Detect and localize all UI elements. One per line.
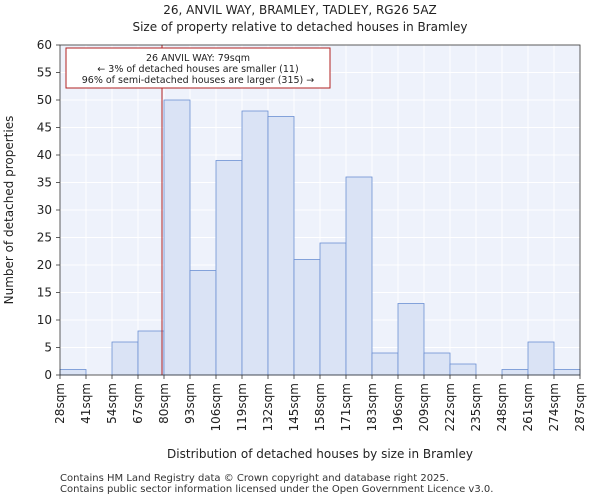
chart-title-line1: 26, ANVIL WAY, BRAMLEY, TADLEY, RG26 5AZ xyxy=(163,3,437,17)
x-tick-label: 183sqm xyxy=(365,383,379,431)
chart-title-line2: Size of property relative to detached ho… xyxy=(132,20,467,34)
y-tick-label: 35 xyxy=(37,176,52,190)
histogram-bar xyxy=(397,303,425,376)
histogram-bar xyxy=(345,176,373,376)
x-tick-label: 248sqm xyxy=(495,383,509,431)
x-tick-label: 119sqm xyxy=(235,383,249,431)
histogram-bar xyxy=(215,160,243,376)
histogram-bar xyxy=(501,369,529,376)
y-tick-label: 50 xyxy=(37,93,52,107)
x-tick-label: 41sqm xyxy=(79,383,93,424)
x-tick-label: 274sqm xyxy=(547,383,561,431)
y-tick-label: 60 xyxy=(37,38,52,52)
y-tick-label: 5 xyxy=(44,341,52,355)
histogram-bar xyxy=(137,330,165,376)
histogram-bar xyxy=(59,369,87,376)
histogram-bar xyxy=(553,369,581,376)
histogram-bar xyxy=(267,116,295,376)
annotation-box xyxy=(65,47,331,89)
histogram-bar xyxy=(319,242,347,376)
y-tick-label: 15 xyxy=(37,286,52,300)
x-axis-label: Distribution of detached houses by size … xyxy=(167,447,473,461)
footer-line2: Contains public sector information licen… xyxy=(60,484,494,495)
x-tick-label: 222sqm xyxy=(443,383,457,431)
x-tick-label: 106sqm xyxy=(209,383,223,431)
y-tick-label: 20 xyxy=(37,258,52,272)
y-tick-label: 10 xyxy=(37,313,52,327)
x-tick-label: 54sqm xyxy=(105,383,119,424)
x-tick-label: 132sqm xyxy=(261,383,275,431)
y-tick-label: 30 xyxy=(37,203,52,217)
histogram-bar xyxy=(241,110,269,376)
x-tick-label: 28sqm xyxy=(53,383,67,424)
histogram-bar xyxy=(163,99,191,376)
y-tick-label: 45 xyxy=(37,121,52,135)
histogram-bar xyxy=(293,259,321,376)
x-tick-label: 209sqm xyxy=(417,383,431,431)
y-tick-label: 0 xyxy=(44,368,52,382)
x-tick-label: 235sqm xyxy=(469,383,483,431)
x-tick-label: 158sqm xyxy=(313,383,327,431)
x-tick-label: 261sqm xyxy=(521,383,535,431)
y-axis-label: Number of detached properties xyxy=(2,116,16,305)
footer-line1: Contains HM Land Registry data © Crown c… xyxy=(60,473,449,484)
x-tick-label: 145sqm xyxy=(287,383,301,431)
y-tick-label: 55 xyxy=(37,66,52,80)
x-tick-label: 67sqm xyxy=(131,383,145,424)
histogram-bar xyxy=(189,270,217,376)
y-tick-label: 40 xyxy=(37,148,52,162)
annotation-line2: ← 3% of detached houses are smaller (11) xyxy=(97,64,298,75)
x-tick-label: 287sqm xyxy=(573,383,587,431)
histogram-bar xyxy=(449,363,477,376)
histogram-bar xyxy=(371,352,399,376)
y-tick-label: 25 xyxy=(37,231,52,245)
histogram-bar xyxy=(423,352,451,376)
x-tick-label: 93sqm xyxy=(183,383,197,424)
x-tick-label: 171sqm xyxy=(339,383,353,431)
histogram-bar xyxy=(111,341,139,376)
annotation-line3: 96% of semi-detached houses are larger (… xyxy=(82,75,315,86)
x-tick-label: 80sqm xyxy=(157,383,171,424)
histogram-bar xyxy=(527,341,555,376)
annotation-line1: 26 ANVIL WAY: 79sqm xyxy=(146,53,250,64)
x-tick-label: 196sqm xyxy=(391,383,405,431)
